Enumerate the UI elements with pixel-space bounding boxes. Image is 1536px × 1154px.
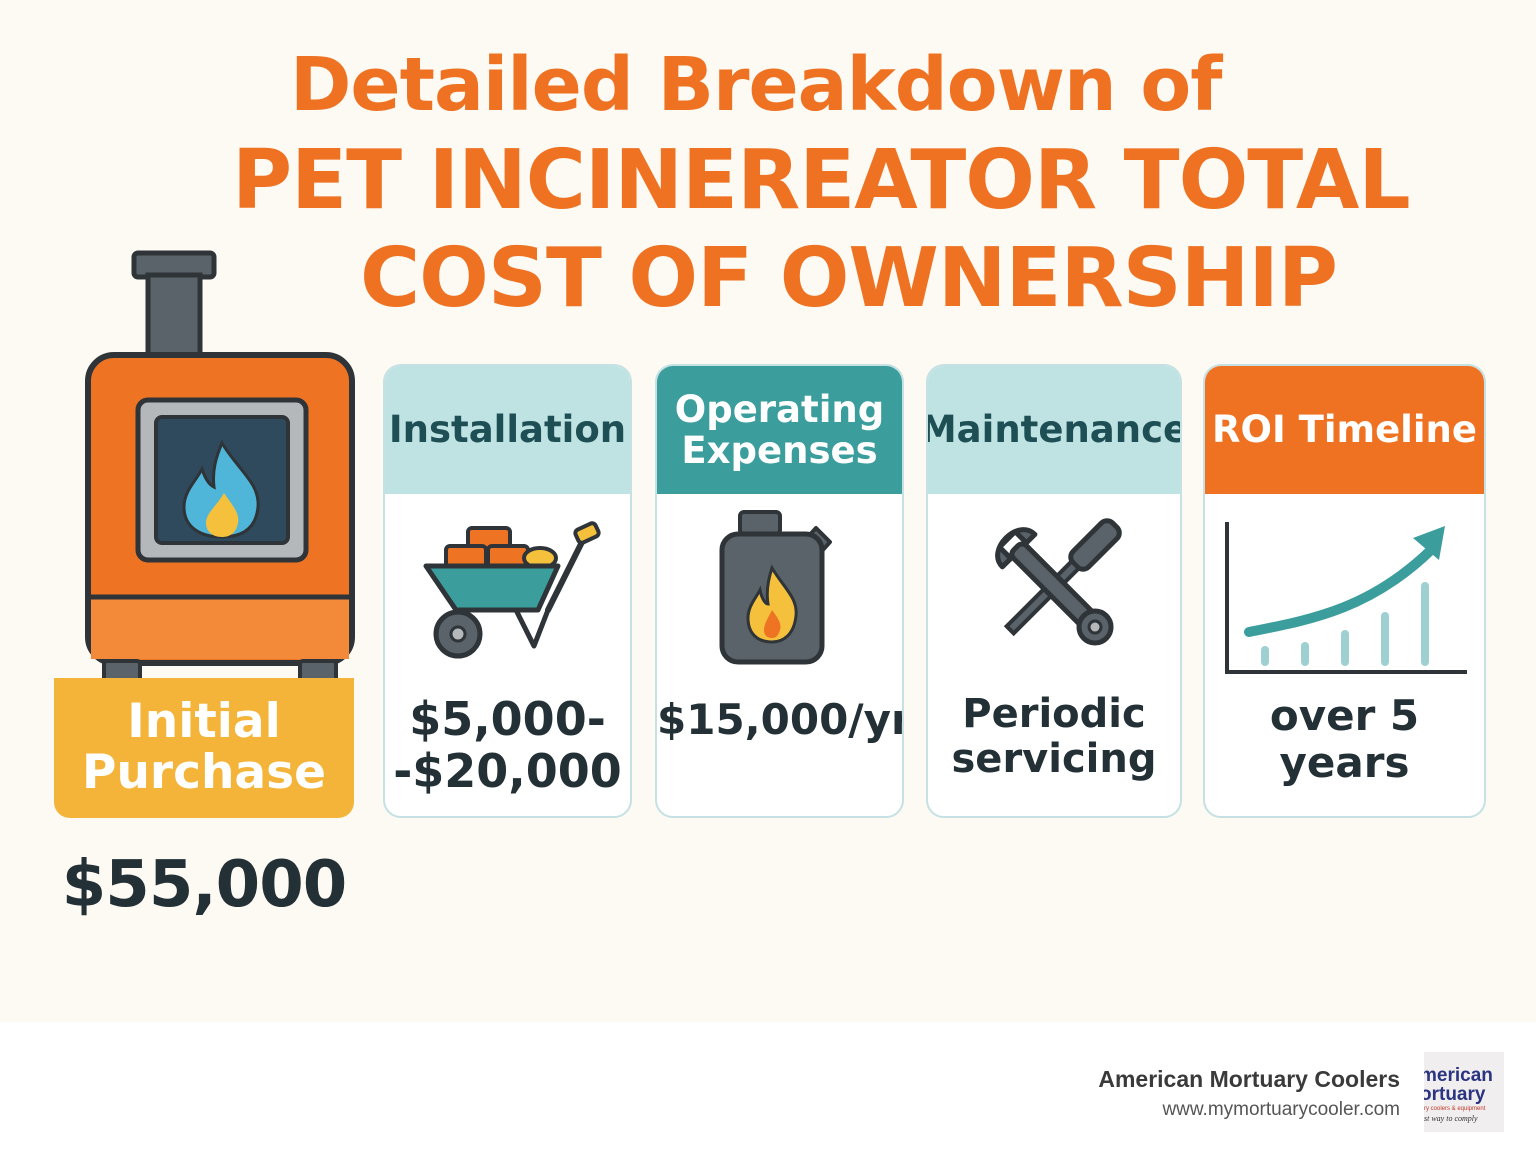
logo-tagline: ry coolers & equipment	[1424, 1106, 1486, 1112]
roi-timeline-card: ROI Timeline over 5 years	[1203, 364, 1486, 818]
initial-purchase-price: $55,000	[61, 848, 348, 922]
title-line-1: Detailed Breakdown of	[290, 42, 1222, 128]
operating-expenses-card-title: Operating Expenses	[657, 366, 902, 494]
installation-card-title: Installation	[385, 366, 630, 494]
maintenance-card: Maintenance Periodic servicing	[926, 364, 1182, 818]
logo-slogan: st way to comply	[1424, 1114, 1478, 1123]
title-line-2: PET INCINEREATOR TOTAL	[232, 133, 1411, 228]
footer	[0, 1022, 1536, 1154]
initial-purchase-label: Initial Purchase	[82, 694, 326, 800]
title-line-3: COST OF OWNERSHIP	[360, 231, 1338, 326]
logo-line-1: merican	[1424, 1065, 1493, 1086]
initial-purchase-label-box: Initial Purchase	[54, 678, 354, 818]
brand-url[interactable]: www.mymortuarycooler.com	[1162, 1099, 1400, 1120]
operating-expenses-card-value: $15,000/yr	[657, 695, 904, 744]
infographic: Detailed Breakdown of PET INCINEREATOR T…	[54, 42, 1486, 922]
incinerator-icon	[85, 250, 355, 683]
wrench-screwdriver-icon	[928, 506, 1180, 666]
installation-card: Installation $5,000--$20,000	[383, 364, 632, 818]
roi-timeline-card-value: over 5 years	[1269, 691, 1420, 788]
maintenance-card-title: Maintenance	[928, 366, 1180, 494]
installation-card-value: $5,000--$20,000	[393, 692, 622, 798]
wheelbarrow-icon	[385, 506, 630, 666]
brand-name: American Mortuary Coolers	[1098, 1066, 1400, 1092]
operating-expenses-card: Operating Expenses $15,000/yr	[655, 364, 904, 818]
maintenance-card-value: Periodic servicing	[951, 691, 1157, 782]
logo-line-2: ortuary	[1424, 1084, 1486, 1105]
growth-chart-icon	[1205, 516, 1484, 676]
roi-timeline-card-title: ROI Timeline	[1205, 366, 1484, 494]
brand-logo: merican ortuary ry coolers & equipment s…	[1424, 1052, 1504, 1132]
fuel-can-icon	[657, 506, 902, 666]
